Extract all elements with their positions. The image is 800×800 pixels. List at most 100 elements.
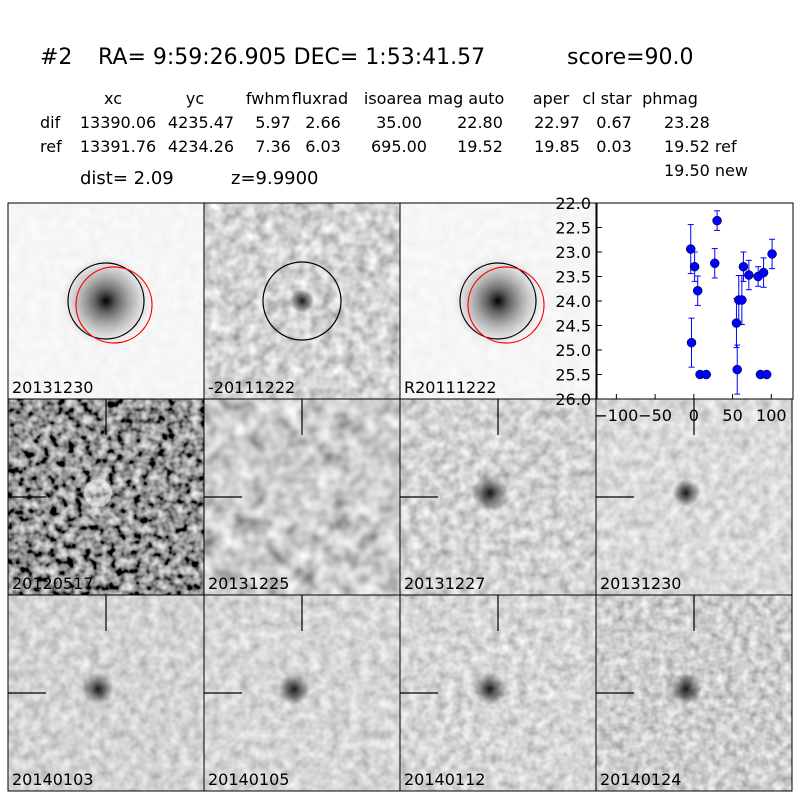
stamp: 20120517 [7, 398, 205, 596]
x-tick-label: −50 [638, 406, 672, 425]
stamp: 20131230 [7, 202, 205, 400]
point [767, 249, 777, 259]
column-header: cl star [582, 89, 632, 108]
stamp-label: 20140103 [12, 770, 93, 789]
point [758, 267, 769, 278]
stamp: 20131227 [399, 398, 597, 596]
cell: 19.52 [457, 137, 503, 156]
cell: 695.00 [371, 137, 427, 156]
y-tick-label: 23.5 [555, 268, 591, 287]
source [453, 256, 543, 346]
point [712, 215, 722, 226]
column-header: fwhm [246, 89, 290, 108]
stamp: 20140124 [595, 594, 793, 792]
aperture [459, 262, 537, 340]
stamp-label: 20140112 [404, 770, 485, 789]
aperture [67, 262, 145, 340]
cell: 4235.47 [168, 113, 234, 132]
column-header: fluxrad [292, 89, 348, 108]
stamp-label: 20140124 [600, 770, 681, 789]
distance: dist= 2.09 [80, 168, 174, 189]
stamp: 20140112 [399, 594, 597, 792]
cell: 7.36 [255, 137, 291, 156]
stamp-frame [595, 594, 793, 792]
cell: 5.97 [255, 113, 291, 132]
score: score=90.0 [567, 45, 694, 70]
coordinates: RA= 9:59:26.905 DEC= 1:53:41.57 [98, 45, 485, 70]
point [737, 295, 747, 305]
table: xc yc fwhm fluxrad isoarea mag auto aper cl sta… [40, 89, 737, 156]
point [710, 258, 720, 269]
point [761, 369, 772, 380]
cell: 6.03 [305, 137, 341, 156]
cell: 13391.76 [80, 137, 156, 156]
column-header: phmag [642, 89, 698, 108]
column-header: yc [186, 89, 204, 108]
aperture [262, 261, 342, 341]
source [472, 475, 508, 511]
point [738, 261, 749, 272]
point [732, 364, 742, 375]
column-header: mag auto [428, 89, 505, 108]
y-tick-label: 22.0 [555, 194, 591, 213]
stamp: 20140105 [203, 594, 401, 792]
y-tick-label: 25.5 [555, 366, 591, 385]
x-tick-label: 50 [722, 406, 742, 425]
y-tick-label: 23.0 [555, 243, 591, 262]
point [685, 244, 696, 254]
x-tick-label: 0 [689, 406, 699, 425]
stamp-label: -20111222 [208, 378, 295, 397]
cell: 4234.26 [168, 137, 234, 156]
source [84, 479, 112, 507]
point [689, 261, 700, 272]
stamp: -20111222 [203, 202, 401, 400]
candidate-id: #2 [40, 45, 72, 70]
stamp: 20140103 [7, 594, 205, 792]
cell: 35.00 [376, 113, 422, 132]
cell: 0.03 [596, 137, 632, 156]
stamp-label: 20131230 [12, 378, 93, 397]
cell: 19.85 [534, 137, 580, 156]
aperture-ref [467, 266, 545, 344]
stamp: 20131230 [595, 398, 793, 596]
stamp-label: 20131225 [208, 574, 289, 593]
column-header: aper [533, 89, 570, 108]
source [61, 256, 151, 346]
stamp: R20111222 [399, 202, 597, 400]
light-curve: 22.0 22.5 23.0 23.5 24.0 24.5 25.0 25.5 26.0−100… [555, 194, 794, 425]
point [686, 337, 697, 348]
cell: 19.52 ref [664, 137, 737, 156]
point [692, 285, 703, 296]
cell: 23.28 [664, 113, 710, 132]
row-label: dif [40, 113, 61, 132]
source [670, 673, 702, 705]
y-tick-label: 24.5 [555, 317, 591, 336]
y-tick-label: 25.0 [555, 341, 591, 360]
stamps: 20131230 -20111222 R20111222 20120517 201312… [7, 202, 793, 792]
source [474, 673, 506, 705]
stamp-label: 20131227 [404, 574, 485, 593]
stamp-label: 20131230 [600, 574, 681, 593]
source [672, 479, 700, 507]
y-tick-label: 24.0 [555, 292, 591, 311]
aperture-ref [75, 266, 153, 344]
cell: 0.67 [596, 113, 632, 132]
y-tick-label: 26.0 [555, 390, 591, 409]
y-tick-label: 22.5 [555, 219, 591, 238]
stamp: 20131225 [203, 398, 401, 596]
point [701, 369, 711, 380]
source [82, 673, 114, 705]
x-tick-label: 100 [756, 406, 787, 425]
plot-area [596, 202, 794, 400]
column-header: xc [104, 89, 122, 108]
redshift: z=9.9900 [231, 168, 319, 189]
point [731, 318, 742, 328]
cell: 22.80 [457, 113, 503, 132]
cell: 22.97 [534, 113, 580, 132]
stamp-label: R20111222 [404, 378, 497, 397]
column-header: isoarea [364, 89, 422, 108]
x-tick-label: −100 [594, 406, 638, 425]
